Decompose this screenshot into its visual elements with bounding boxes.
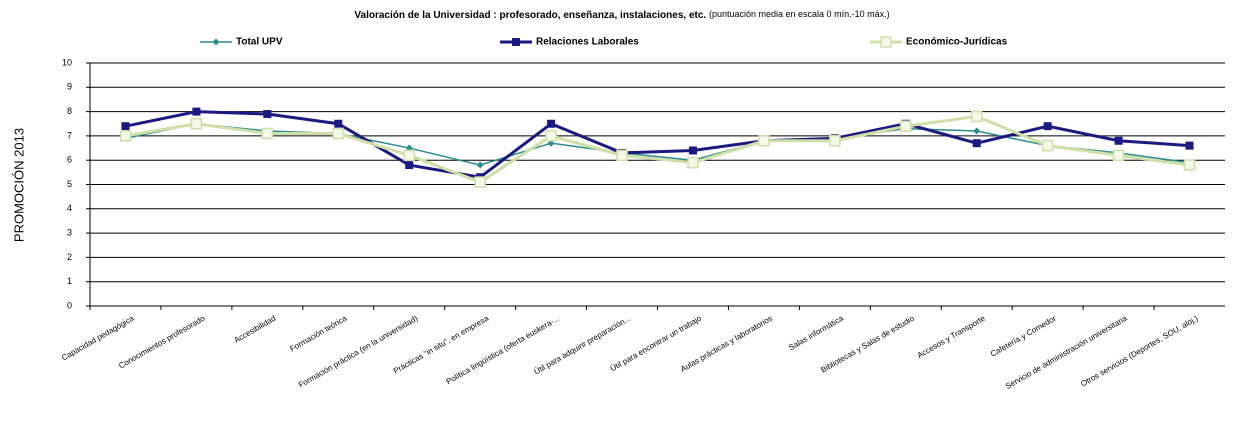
data-point xyxy=(1041,139,1054,152)
data-point xyxy=(688,146,697,155)
data-point xyxy=(405,161,414,170)
legend-label: Total UPV xyxy=(236,37,283,48)
data-point xyxy=(474,176,486,188)
y-tick-label: 7 xyxy=(67,130,72,140)
series xyxy=(121,107,1194,182)
x-tick-label: Servicio de administración universitaria xyxy=(1004,313,1129,390)
legend-label: Económico-Jurídicas xyxy=(906,37,1008,48)
data-point xyxy=(1112,149,1125,162)
data-point xyxy=(261,127,274,140)
series xyxy=(119,110,1196,188)
data-point xyxy=(263,110,272,119)
legend-marker xyxy=(212,38,220,46)
y-axis-label: PROMOCIÓN 2013 xyxy=(11,128,26,242)
series-line xyxy=(125,110,1190,179)
data-point xyxy=(1043,122,1052,131)
y-tick-label: 4 xyxy=(67,203,72,213)
y-tick-label: 9 xyxy=(67,82,72,92)
x-tick-label: Formación teórica xyxy=(288,313,348,353)
y-tick-label: 1 xyxy=(67,276,72,286)
data-point xyxy=(121,122,130,131)
y-tick-label: 8 xyxy=(67,106,72,116)
chart-title: Valoración de la Universidad : profesora… xyxy=(354,9,889,20)
data-point xyxy=(119,130,132,142)
legend-label: Relaciones Laborales xyxy=(536,37,639,48)
x-tick-label: Accesibilidad xyxy=(232,314,277,345)
data-point xyxy=(403,149,415,162)
title: Valoración de la Universidad : profesora… xyxy=(354,10,706,21)
data-point xyxy=(829,135,841,147)
data-point xyxy=(972,139,981,148)
data-point xyxy=(1183,159,1196,171)
x-tick-label: Otros servicios (Deportes, SOU, aloj.) xyxy=(1079,314,1200,389)
data-point xyxy=(758,135,770,147)
data-point xyxy=(616,149,628,162)
y-tick-label: 0 xyxy=(67,300,72,310)
x-tick-label: Cafetería y Comedor xyxy=(989,314,1058,359)
legend-marker xyxy=(512,38,520,46)
data-point xyxy=(192,107,201,116)
x-tick-label: Política lingüística (oferta euskera-... xyxy=(445,314,562,386)
data-point xyxy=(334,119,343,128)
data-point xyxy=(1185,141,1194,150)
data-point xyxy=(900,120,912,132)
y-tick-label: 5 xyxy=(67,179,72,189)
x-tick-label: Accesos y Transporte xyxy=(916,313,988,360)
y-tick-label: 3 xyxy=(67,227,72,237)
series-line xyxy=(125,114,1190,184)
series xyxy=(121,120,1194,169)
subtitle: (puntuación media en escala 0 mín.-10 má… xyxy=(709,9,890,19)
data-point xyxy=(476,161,484,169)
data-point xyxy=(190,118,203,130)
x-tick-label: Salas informática xyxy=(787,313,845,352)
data-point xyxy=(970,110,983,123)
data-point xyxy=(687,156,699,169)
data-point xyxy=(973,127,981,135)
y-tick-label: 6 xyxy=(67,155,72,165)
y-tick-label: 2 xyxy=(67,252,72,262)
x-tick-label: Formación práctica (en la universidad) xyxy=(297,314,420,390)
y-tick-label: 10 xyxy=(62,57,72,67)
data-point xyxy=(545,130,557,142)
legend-marker xyxy=(880,36,892,48)
data-point xyxy=(332,127,345,140)
x-tick-label: Capacidad pedagógica xyxy=(60,313,136,362)
data-point xyxy=(547,119,556,128)
data-point xyxy=(1114,136,1123,145)
